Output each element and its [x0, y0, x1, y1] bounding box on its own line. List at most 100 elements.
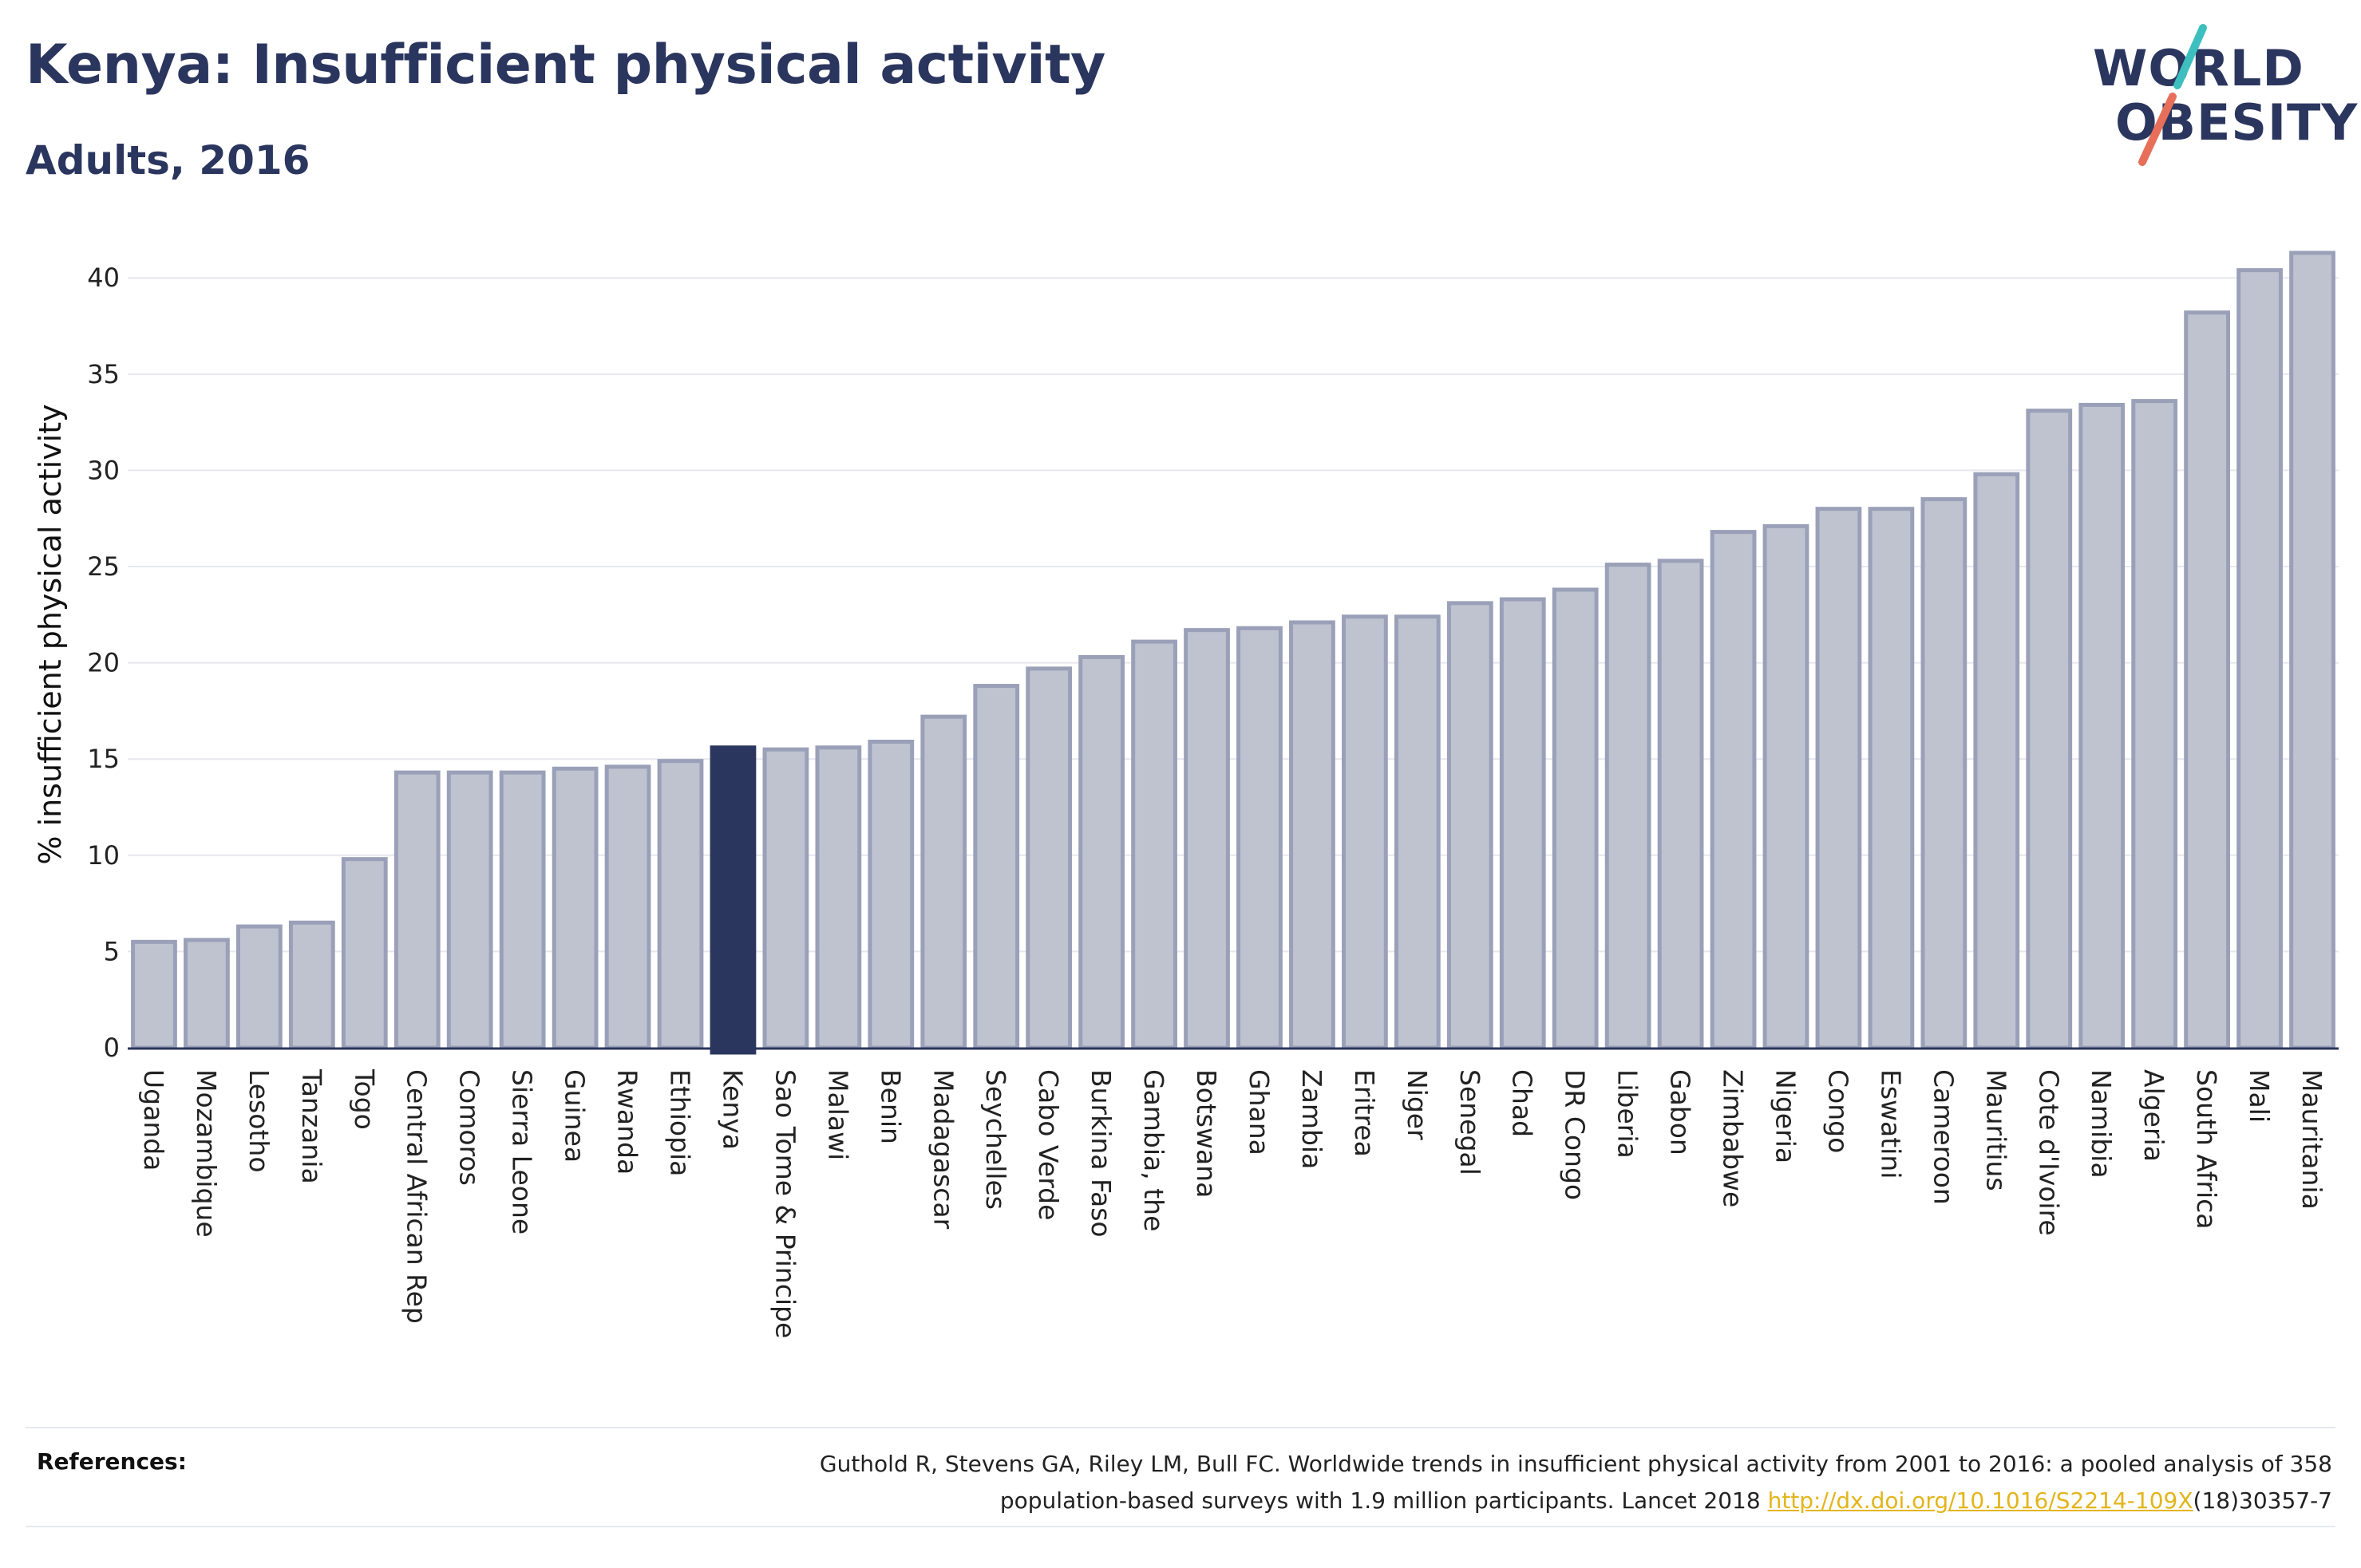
bar-botswana — [1184, 628, 1230, 1050]
bar-senegal — [1446, 601, 1493, 1050]
bar-guinea — [552, 766, 599, 1050]
x-category-label: Central African Rep — [401, 1069, 433, 1324]
bar-central-african-rep — [394, 770, 441, 1050]
logo-word-world: WORLD — [2093, 39, 2304, 97]
x-category-label: Ethiopia — [665, 1069, 696, 1176]
x-category-label: Mozambique — [191, 1069, 222, 1238]
references-label: References: — [37, 1448, 187, 1475]
bar-togo — [341, 857, 388, 1050]
bar-burkina-faso — [1078, 654, 1125, 1050]
references-doi-link[interactable]: http://dx.doi.org/10.1016/S2214-109X — [1767, 1487, 2193, 1514]
x-category-label: Mali — [2244, 1069, 2275, 1123]
x-category-label: Namibia — [2086, 1069, 2117, 1179]
y-tick-label: 25 — [87, 551, 120, 582]
logo-slash-icon — [2138, 24, 2207, 166]
bar-mauritania — [2289, 251, 2335, 1050]
bar-eswatini — [1868, 507, 1915, 1050]
x-category-label: Zimbabwe — [1718, 1069, 1749, 1207]
x-category-label: Eswatini — [1875, 1069, 1906, 1179]
bar-mauritius — [1973, 472, 2020, 1050]
x-category-label: Chad — [1507, 1069, 1538, 1137]
bar-kenya — [710, 745, 757, 1055]
references-top-divider — [26, 1427, 2335, 1428]
x-category-label: Gambia, the — [1138, 1069, 1169, 1231]
x-category-label: Nigeria — [1770, 1069, 1801, 1163]
bar-nigeria — [1762, 523, 1809, 1050]
x-category-label: Madagascar — [927, 1069, 959, 1230]
x-category-label: Ghana — [1244, 1069, 1275, 1155]
x-category-label: Benin — [875, 1069, 906, 1144]
x-category-label: Botswana — [1191, 1069, 1222, 1198]
bar-mali — [2236, 268, 2283, 1050]
bar-rwanda — [604, 764, 651, 1050]
bar-benin — [868, 740, 915, 1050]
bar-dr-congo — [1552, 587, 1599, 1050]
x-category-label: Mauritania — [2296, 1069, 2327, 1210]
y-tick-label: 0 — [104, 1033, 120, 1063]
x-category-label: Algeria — [2138, 1069, 2169, 1162]
world-obesity-logo: WORLD OBESITY — [2083, 20, 2357, 172]
x-axis-category-labels: Uganda Mozambique Lesotho Tanzania Togo Centr… — [138, 1068, 2327, 1338]
x-category-label: Kenya — [717, 1069, 748, 1150]
x-category-label: Malawi — [822, 1069, 853, 1160]
x-category-label: Cameroon — [1928, 1069, 1959, 1205]
bar-cameroon — [1920, 497, 1968, 1050]
x-category-label: Rwanda — [612, 1069, 643, 1175]
bar-namibia — [2078, 402, 2126, 1050]
x-category-label: Comoros — [454, 1069, 485, 1186]
references-line-2-suffix: (18)30357-7 — [2193, 1487, 2332, 1514]
x-category-label: Congo — [1822, 1069, 1853, 1153]
x-category-label: Mauritius — [1980, 1069, 2011, 1191]
bar-uganda — [131, 939, 177, 1050]
x-category-label: Togo — [349, 1068, 380, 1130]
x-category-label: Senegal — [1454, 1069, 1485, 1175]
x-category-label: Guinea — [560, 1069, 591, 1163]
y-axis-ticks: 0 5 10 15 20 25 30 35 40 — [87, 263, 120, 1063]
y-tick-label: 10 — [87, 840, 120, 871]
x-category-label: Liberia — [1612, 1069, 1643, 1159]
bar-zimbabwe — [1710, 530, 1757, 1050]
bar-sao-tome-principe — [762, 747, 809, 1050]
bar-congo — [1815, 507, 1862, 1050]
bar-liberia — [1604, 563, 1651, 1050]
bar-chad — [1499, 597, 1546, 1050]
references-line-1: Guthold R, Stevens GA, Riley LM, Bull FC… — [819, 1451, 2332, 1477]
y-tick-label: 40 — [87, 263, 120, 293]
bar-madagascar — [920, 714, 967, 1050]
bar-cabo-verde — [1026, 666, 1073, 1050]
x-category-label: Tanzania — [296, 1068, 327, 1184]
references-bottom-divider — [26, 1526, 2335, 1527]
bars — [131, 251, 2335, 1055]
references-line-2-prefix: population-based surveys with 1.9 millio… — [999, 1487, 1768, 1514]
x-category-label: Sierra Leone — [507, 1069, 538, 1234]
bar-niger — [1394, 614, 1441, 1050]
y-tick-label: 5 — [104, 936, 120, 966]
y-axis-title: % insufficient physical activity — [33, 404, 68, 864]
y-tick-label: 35 — [87, 359, 120, 389]
x-category-label: Lesotho — [243, 1069, 275, 1173]
x-category-label: South Africa — [2191, 1069, 2222, 1230]
bar-ghana — [1236, 626, 1283, 1050]
x-category-label: Gabon — [1665, 1069, 1696, 1155]
grid-lines — [128, 277, 2339, 953]
bar-ethiopia — [657, 759, 704, 1050]
bar-gabon — [1657, 559, 1704, 1050]
bar-eritrea — [1342, 614, 1388, 1050]
bar-cote-d-ivoire — [2026, 409, 2073, 1050]
bar-zambia — [1289, 620, 1335, 1050]
x-category-label: Seychelles — [980, 1069, 1011, 1210]
bar-gambia-the — [1131, 639, 1177, 1050]
x-category-label: Zambia — [1296, 1069, 1327, 1169]
y-tick-label: 15 — [87, 744, 120, 774]
bar-sierra-leone — [499, 770, 546, 1050]
x-category-label: Cabo Verde — [1033, 1069, 1064, 1220]
bar-seychelles — [973, 684, 1020, 1050]
x-category-label: Eritrea — [1349, 1069, 1380, 1157]
x-category-label: Uganda — [138, 1069, 169, 1171]
x-category-label: Sao Tome & Principe — [769, 1069, 801, 1338]
references-line-2: population-based surveys with 1.9 millio… — [496, 1483, 2332, 1519]
bar-mozambique — [184, 938, 230, 1050]
chart-subtitle: Adults, 2016 — [26, 137, 310, 184]
chart-title: Kenya: Insufficient physical activity — [26, 34, 1105, 97]
x-category-label: Cote d'Ivoire — [2033, 1069, 2064, 1236]
